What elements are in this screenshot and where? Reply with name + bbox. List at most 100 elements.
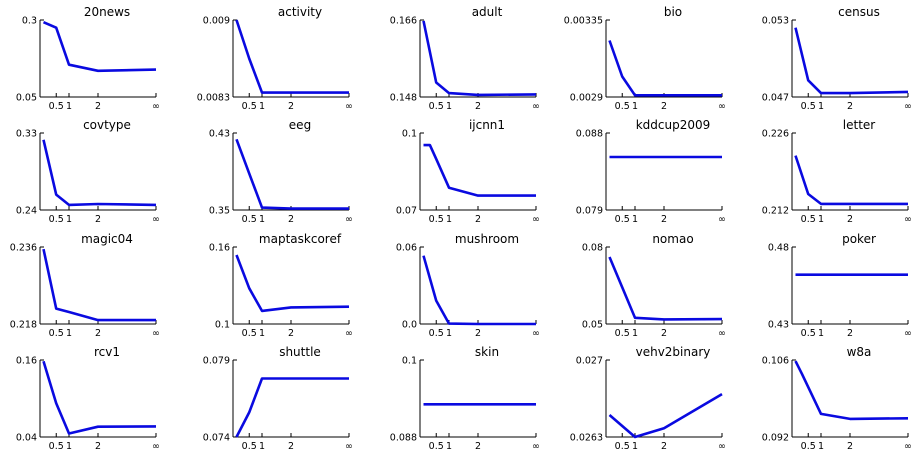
- y-tick-label: 0.226: [762, 129, 789, 140]
- x-tick-label: 1: [66, 101, 72, 112]
- x-tick-label: 1: [259, 214, 265, 225]
- chart-title: bio: [664, 5, 682, 19]
- chart-title: magic04: [81, 232, 133, 246]
- chart-title: maptaskcoref: [259, 232, 342, 246]
- y-tick-label: 0.43: [209, 129, 230, 140]
- series-line: [608, 40, 722, 97]
- x-tick-label: 1: [446, 441, 452, 452]
- x-tick-label: 0.5: [242, 214, 257, 225]
- x-tick-label: ∞: [532, 328, 540, 339]
- chart-panel: poker 0.43 0.48 0.5 1 2 ∞: [768, 232, 912, 339]
- chart-panel: rcv1 0.04 0.16 0.5 1 2 ∞: [16, 345, 160, 452]
- series-line: [794, 27, 909, 95]
- chart-panel: activity 0.0083 0.009 0.5 1 2 ∞: [197, 5, 353, 112]
- x-tick-label: 0.5: [49, 328, 64, 339]
- x-tick-label: 2: [95, 101, 101, 112]
- y-tick-label: 0.106: [762, 356, 789, 367]
- x-tick-label: ∞: [345, 214, 353, 225]
- x-tick-label: ∞: [152, 101, 160, 112]
- x-tick-label: 2: [847, 328, 853, 339]
- y-tick-label: 0.05: [582, 320, 603, 331]
- y-tick-label: 0.0: [402, 320, 417, 331]
- y-tick-label: 0.166: [390, 16, 417, 27]
- x-tick-label: 0.5: [615, 214, 630, 225]
- x-tick-label: 2: [475, 214, 481, 225]
- y-tick-label: 0.148: [390, 93, 417, 104]
- x-tick-label: ∞: [345, 101, 353, 112]
- x-tick-label: ∞: [718, 101, 726, 112]
- x-tick-label: 0.5: [801, 214, 816, 225]
- x-tick-label: ∞: [152, 441, 160, 452]
- y-tick-label: 0.3: [22, 16, 37, 27]
- y-tick-label: 0.16: [209, 243, 230, 254]
- x-tick-label: 1: [446, 328, 452, 339]
- series-line: [608, 392, 723, 439]
- chart-title: activity: [278, 5, 322, 19]
- x-tick-label: 0.5: [242, 328, 257, 339]
- series-line: [235, 19, 349, 94]
- x-tick-label: 1: [818, 214, 824, 225]
- y-tick-label: 0.43: [768, 320, 789, 331]
- chart-panel: adult 0.148 0.166 0.5 1 2 ∞: [390, 5, 540, 112]
- x-tick-label: 2: [661, 214, 667, 225]
- x-tick-label: 2: [847, 441, 853, 452]
- series-line: [235, 138, 349, 210]
- y-tick-label: 0.027: [576, 356, 603, 367]
- y-tick-label: 0.1: [402, 356, 417, 367]
- x-tick-label: 0.5: [49, 441, 64, 452]
- chart-title: nomao: [652, 232, 693, 246]
- x-tick-label: ∞: [532, 441, 540, 452]
- x-tick-label: 2: [847, 101, 853, 112]
- chart-title: vehv2binary: [636, 345, 711, 359]
- y-tick-label: 0.07: [396, 206, 417, 217]
- y-tick-label: 0.04: [16, 433, 37, 444]
- y-tick-label: 0.092: [762, 433, 789, 444]
- x-tick-label: 0.5: [242, 441, 257, 452]
- series-line: [235, 254, 350, 313]
- chart-title: poker: [842, 232, 876, 246]
- chart-panel: eeg 0.35 0.43 0.5 1 2 ∞: [209, 118, 353, 225]
- chart-panel: kddcup2009 0.079 0.088 0.5 1 2 ∞: [576, 118, 726, 225]
- series-line: [423, 143, 536, 197]
- chart-title: mushroom: [455, 232, 519, 246]
- x-tick-label: 0.5: [801, 328, 816, 339]
- x-tick-label: 1: [818, 441, 824, 452]
- x-tick-label: 1: [259, 328, 265, 339]
- y-tick-label: 0.00335: [564, 16, 603, 27]
- y-tick-label: 0.1: [402, 129, 417, 140]
- x-tick-label: 0.5: [429, 101, 444, 112]
- series-line: [42, 139, 157, 207]
- y-tick-label: 0.1: [215, 320, 230, 331]
- x-tick-label: ∞: [904, 101, 912, 112]
- y-tick-label: 0.0029: [570, 93, 603, 104]
- chart-panel: census 0.047 0.053 0.5 1 2 ∞: [762, 5, 912, 112]
- x-tick-label: 0.5: [615, 441, 630, 452]
- chart-panel: w8a 0.092 0.106 0.5 1 2 ∞: [762, 345, 912, 452]
- series-line: [42, 248, 156, 322]
- series-line: [422, 20, 537, 97]
- x-tick-label: 2: [95, 328, 101, 339]
- x-tick-label: 1: [66, 214, 72, 225]
- x-tick-label: 2: [288, 101, 294, 112]
- y-tick-label: 0.009: [203, 16, 230, 27]
- x-tick-label: ∞: [345, 441, 353, 452]
- x-tick-label: ∞: [532, 101, 540, 112]
- series-line: [235, 377, 349, 438]
- y-tick-label: 0.35: [209, 206, 230, 217]
- x-tick-label: 2: [288, 328, 294, 339]
- y-tick-label: 0.48: [768, 243, 789, 254]
- series-line: [42, 21, 157, 73]
- x-tick-label: 0.5: [429, 214, 444, 225]
- x-tick-label: 2: [661, 101, 667, 112]
- y-tick-label: 0.053: [762, 16, 789, 27]
- chart-panel: shuttle 0.074 0.079 0.5 1 2 ∞: [203, 345, 353, 452]
- chart-title: eeg: [289, 118, 311, 132]
- y-tick-label: 0.047: [762, 93, 789, 104]
- chart-panel: letter 0.212 0.226 0.5 1 2 ∞: [762, 118, 912, 225]
- y-tick-label: 0.06: [396, 243, 417, 254]
- x-tick-label: 2: [847, 214, 853, 225]
- chart-title: letter: [843, 118, 876, 132]
- x-tick-label: 1: [632, 441, 638, 452]
- y-tick-label: 0.079: [203, 356, 230, 367]
